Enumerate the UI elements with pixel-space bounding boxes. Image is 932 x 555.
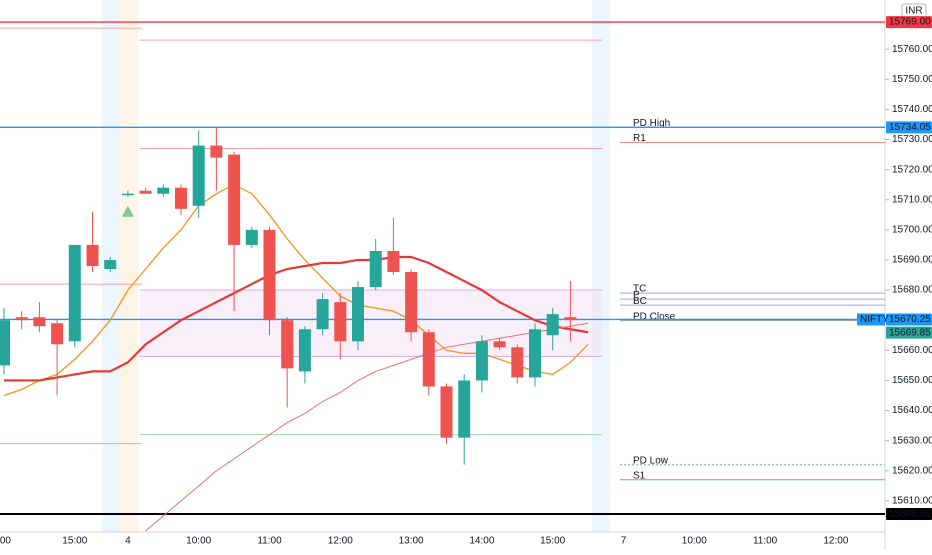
x-tick-label: 10:00 [682,536,707,547]
y-tick-label: 15730.00 [892,134,932,145]
candle-body [104,259,117,270]
x-tick-label: 15:00 [540,536,565,547]
currency: INR [905,6,922,17]
x-tick-label: 11:00 [257,536,282,547]
session-band [120,0,138,532]
x-tick-label: 7 [621,536,627,547]
session-band [592,0,610,532]
price-tag [886,313,932,326]
candle-body [121,193,134,196]
y-tick-label: 15720.00 [892,164,932,175]
level-label: PD Close [633,311,676,322]
signal-marker [121,205,134,217]
y-tick-label: 15750.00 [892,74,932,85]
y-tick-label: 15740.00 [892,104,932,115]
y-tick-label: 15620.00 [892,465,932,476]
candle-body [493,341,506,348]
y-tick-label: 15710.00 [892,194,932,205]
y-tick-label: 15690.00 [892,255,932,266]
price-tag-label: 15769.00 [889,17,931,28]
candle-body [0,320,10,366]
price-tag-label: 15670.25 [889,314,931,325]
candle-body [33,317,46,327]
candle-body [422,332,435,387]
candle-body [316,299,329,330]
price-tag [886,507,932,520]
candle-body [334,302,347,342]
candle-body [405,272,418,333]
price-tag [886,121,932,134]
level-label: PD Low [633,455,669,466]
candle-body [511,347,524,378]
price-tag-label: 15734.05 [889,122,931,133]
y-tick-label: 15680.00 [892,285,932,296]
candle-body [68,244,81,342]
candle-body [86,244,99,266]
x-tick-label: 13:00 [399,536,424,547]
candle-body [210,145,223,158]
candle-body [369,250,382,288]
x-tick-label: 10:00 [186,536,211,547]
level-label: PD High [633,118,670,129]
level-label: P [633,290,640,301]
candle-body [157,187,170,194]
ma-line [145,322,589,532]
candle-body [175,187,187,209]
ma-line [4,255,589,382]
y-tick-label: 15650.00 [892,375,932,386]
candle-body [298,329,311,372]
series-tag [857,313,885,326]
candle-body [263,229,276,321]
candle-body [546,314,559,336]
level-label: TC [633,284,646,295]
candle-body [51,323,64,345]
candle-body [352,287,364,342]
candle-body [458,380,471,438]
candle-body [281,320,294,369]
candle-body [245,229,258,245]
level-label: S1 [633,470,646,481]
ma-line [3,183,589,397]
candle-body [440,386,453,438]
level-label: R1 [633,133,646,144]
x-tick-label: :00 [0,536,11,547]
candle-body [475,341,488,381]
x-tick-label: 11:00 [753,536,778,547]
candle-body [564,317,577,321]
candle-body [387,250,400,273]
x-tick-label: 12:00 [823,536,848,547]
series-tag-label: NIFTY [860,314,889,325]
y-tick-label: 15700.00 [892,225,932,236]
candle-body [139,190,152,194]
y-tick-label: 15630.00 [892,435,932,446]
x-tick-label: 15:00 [62,536,87,547]
y-tick-label: 15660.00 [892,345,932,356]
price-tag-label: 15605.65 [889,509,931,520]
price-tag [886,326,932,339]
candle-body [15,317,28,321]
x-tick-label: 14:00 [469,536,494,547]
level-label: BC [633,296,647,307]
candle-body [192,145,205,206]
candle-body [228,154,241,245]
price-tag-label: 15669.85 [889,327,931,338]
price-tag [886,16,932,29]
y-tick-label: 15640.00 [892,405,932,416]
y-tick-label: 15760.00 [892,44,932,55]
y-tick-label: 15610.00 [892,496,932,507]
x-tick-label: 4 [125,536,131,547]
x-tick-label: 12:00 [328,536,353,547]
candle-body [529,329,541,378]
